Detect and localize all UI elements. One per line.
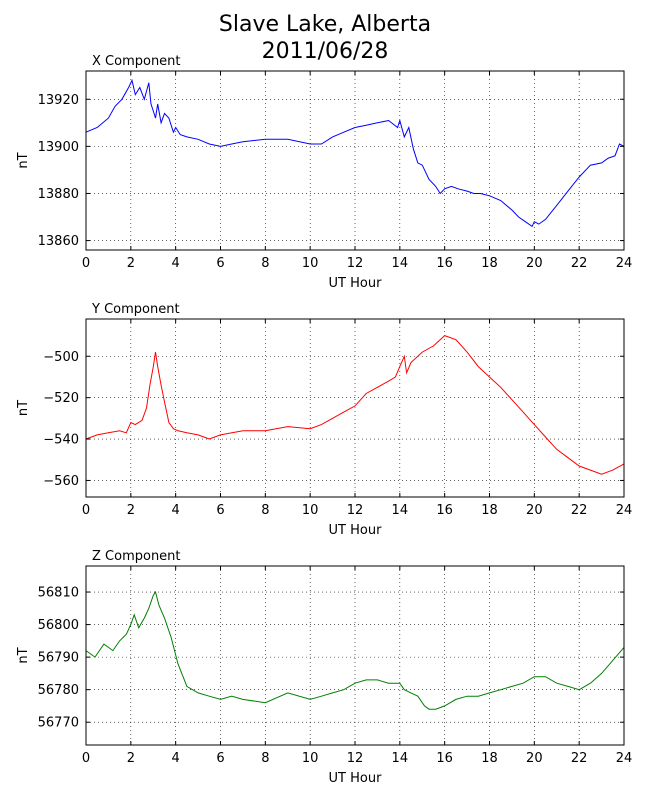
figure-title-line2: 2011/06/28 [261,39,389,64]
x-tick-label: 18 [481,256,498,271]
x-tick-label: 22 [571,256,588,271]
y-axis-label: nT [16,152,31,168]
x-tick-label: 20 [526,503,543,518]
x-tick-label: 24 [616,503,633,518]
x-tick-label: 6 [216,503,224,518]
x-tick-label: 18 [481,503,498,518]
x-tick-label: 4 [172,503,180,518]
y-tick-label: −560 [43,474,79,489]
x-tick-label: 16 [436,256,453,271]
x-tick-label: 8 [261,256,269,271]
x-tick-label: 12 [347,503,364,518]
y-tick-label: −540 [43,433,79,448]
x-tick-label: 0 [82,256,90,271]
x-tick-label: 12 [347,751,364,766]
y-tick-label: −500 [43,350,79,365]
x-tick-label: 6 [216,256,224,271]
x-tick-label: 0 [82,751,90,766]
x-tick-label: 16 [436,751,453,766]
x-tick-label: 16 [436,503,453,518]
x-tick-label: 14 [392,503,409,518]
x-tick-label: 24 [616,751,633,766]
y-tick-label: 56780 [38,683,79,698]
series-line [85,78,625,228]
y-axis-label: nT [16,400,31,416]
y-tick-label: −520 [43,391,79,406]
series-line [85,335,625,475]
chart-panel-3: 0 2 4 6 8 10 12 14 16 18 20 22 245677056780567905680… [16,549,632,786]
x-tick-label: 14 [392,751,409,766]
chart-panel-1: 0 2 4 6 8 10 12 14 16 18 20 22 241386013880139001392… [16,54,632,291]
x-tick-label: 8 [261,751,269,766]
y-tick-label: 13920 [38,93,79,108]
y-tick-label: 13880 [38,187,79,202]
y-tick-label: 13900 [38,140,79,155]
x-tick-label: 6 [216,751,224,766]
y-axis-label: nT [16,647,31,663]
series-line [85,590,625,710]
figure-title-line1: Slave Lake, Alberta [218,12,432,37]
x-tick-label: 2 [127,503,135,518]
y-tick-label: 13860 [38,234,79,249]
x-tick-label: 10 [302,751,319,766]
x-tick-label: 10 [302,256,319,271]
x-tick-label: 12 [347,256,364,271]
x-tick-label: 22 [571,503,588,518]
y-tick-label: 56770 [38,716,79,731]
x-tick-label: 18 [481,751,498,766]
x-tick-label: 14 [392,256,409,271]
y-tick-label: 56810 [38,586,79,601]
x-tick-label: 4 [172,256,180,271]
x-tick-label: 2 [127,256,135,271]
panel-title: Y Component [91,302,180,317]
x-axis-label: UT Hour [329,523,383,538]
x-tick-label: 10 [302,503,319,518]
y-tick-label: 56790 [38,651,79,666]
x-tick-label: 8 [261,503,269,518]
x-tick-label: 20 [526,256,543,271]
y-tick-label: 56800 [38,618,79,633]
x-axis-label: UT Hour [329,276,383,291]
x-axis-label: UT Hour [329,771,383,786]
x-tick-label: 0 [82,503,90,518]
panel-title: Z Component [92,549,181,564]
x-tick-label: 20 [526,751,543,766]
x-tick-label: 4 [172,751,180,766]
x-tick-label: 2 [127,751,135,766]
x-tick-label: 24 [616,256,633,271]
panel-title: X Component [92,54,181,69]
x-tick-label: 22 [571,751,588,766]
